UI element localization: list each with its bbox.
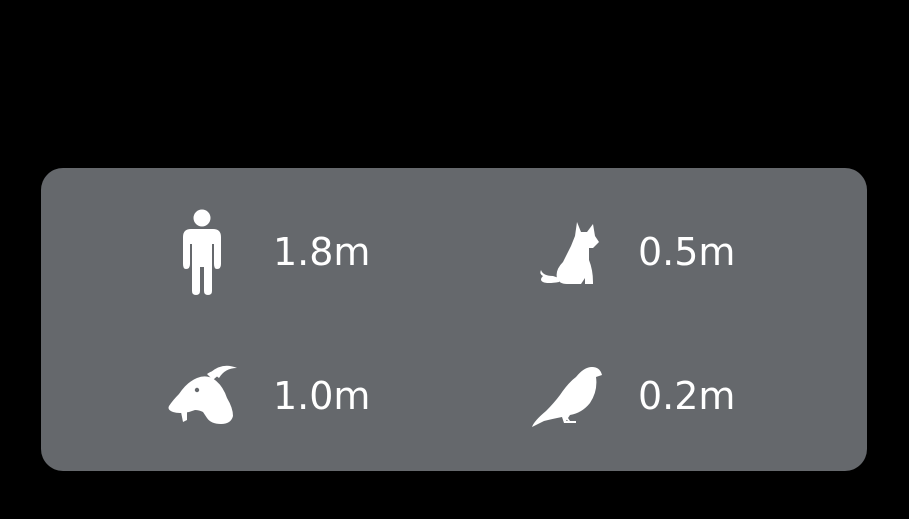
height-value-bird: 0.2m xyxy=(638,374,736,418)
bird-icon xyxy=(530,363,604,429)
height-value-person: 1.8m xyxy=(273,230,371,274)
goat-icon xyxy=(167,364,239,426)
person-icon xyxy=(181,209,223,295)
height-comparison-panel: 1.8m 0.5m 1.0m xyxy=(41,168,867,471)
height-value-dog: 0.5m xyxy=(638,230,736,274)
height-value-goat: 1.0m xyxy=(273,374,371,418)
dog-icon xyxy=(537,220,599,286)
